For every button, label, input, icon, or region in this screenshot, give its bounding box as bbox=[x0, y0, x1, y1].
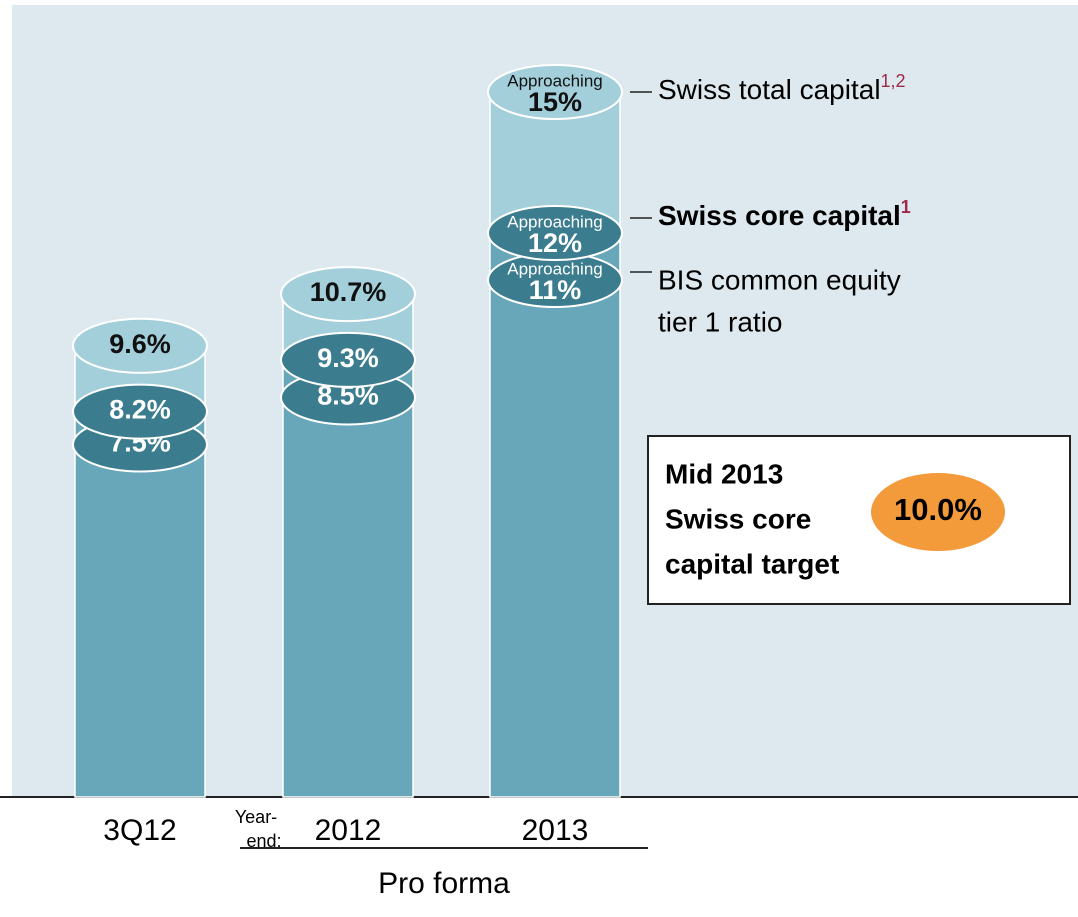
value-note: Approaching bbox=[507, 259, 602, 278]
target-ellipse bbox=[869, 471, 1007, 553]
value-label: 11% bbox=[529, 275, 582, 305]
target-value: 10.0% bbox=[894, 492, 982, 527]
legend-label: Swiss total capital1,2 bbox=[658, 71, 906, 106]
value-label: 15% bbox=[528, 87, 582, 117]
value-label: 12% bbox=[528, 228, 582, 258]
x-tick-label: 3Q12 bbox=[103, 814, 176, 847]
target-label: capital target bbox=[665, 548, 839, 579]
value-ellipse bbox=[487, 205, 623, 261]
value-label: 9.6% bbox=[109, 329, 171, 359]
value-note: Approaching bbox=[507, 71, 602, 90]
legend-note: 1 bbox=[901, 197, 911, 217]
target-label: Mid 2013 bbox=[665, 458, 783, 489]
legend-label: BIS common equity bbox=[658, 264, 901, 295]
group-label: Pro forma bbox=[378, 867, 510, 900]
value-label: 9.3% bbox=[317, 343, 379, 373]
value-label: 8.2% bbox=[109, 395, 171, 425]
legend-label: Swiss core capital1 bbox=[658, 197, 911, 232]
value-ellipse bbox=[72, 317, 208, 374]
value-ellipse bbox=[280, 266, 416, 323]
legend-name: Swiss total capital bbox=[658, 74, 881, 105]
value-note: Approaching bbox=[507, 212, 602, 231]
value-ellipse bbox=[487, 64, 623, 120]
value-label: 10.7% bbox=[310, 277, 387, 307]
legend-name: Swiss core capital bbox=[658, 200, 901, 231]
target-label: Swiss core bbox=[665, 503, 811, 534]
value-ellipse bbox=[72, 383, 208, 440]
category-prefix: Year- bbox=[235, 807, 277, 827]
x-tick-label: 2012 bbox=[315, 814, 382, 847]
x-tick-label: 2013 bbox=[522, 814, 589, 847]
category-prefix: end: bbox=[246, 831, 281, 851]
value-ellipse bbox=[280, 331, 416, 388]
legend-note: 1,2 bbox=[881, 71, 906, 91]
legend-label: tier 1 ratio bbox=[658, 306, 783, 337]
